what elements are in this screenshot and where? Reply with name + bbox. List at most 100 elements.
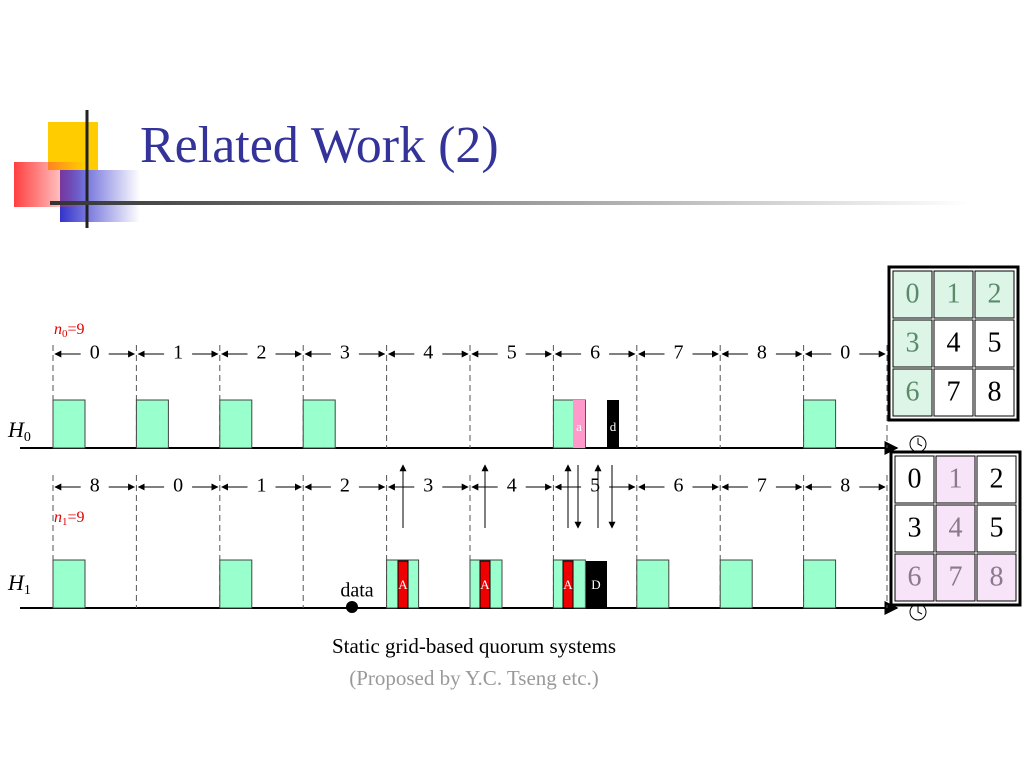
- grid-cell: [976, 504, 1017, 553]
- clock-hands: [917, 438, 923, 447]
- interval-label: 7: [757, 475, 767, 497]
- interval-label: 4: [423, 342, 433, 364]
- grid-cell-label: 4: [949, 512, 963, 543]
- interval-label: 8: [840, 475, 850, 497]
- cycle-label: n0=9: [54, 321, 85, 340]
- grid-cell-label: 2: [988, 278, 1002, 309]
- beacon-window: [52, 559, 86, 609]
- cycle-label: n1=9: [54, 509, 85, 528]
- grid-cell: [974, 270, 1015, 319]
- cycle-sub: 0: [62, 328, 68, 340]
- interval-label: 8: [90, 475, 100, 497]
- beacon-window: [302, 399, 336, 449]
- subcaption: (Proposed by Y.C. Tseng etc.): [349, 666, 599, 690]
- beacon-window: [219, 399, 253, 449]
- marker-d: d: [610, 419, 617, 434]
- clock-hands: [917, 606, 923, 615]
- interval-label: 5: [590, 475, 600, 497]
- beacon-window: [719, 559, 753, 609]
- interval-label: 3: [423, 475, 433, 497]
- marker-A: A: [563, 577, 573, 592]
- grid-cell: [892, 270, 933, 319]
- grid-cell: [974, 319, 1015, 368]
- grid-cell: [935, 455, 976, 504]
- grid-cell: [976, 455, 1017, 504]
- marker-A: A: [398, 577, 408, 592]
- grid-cell-label: 8: [990, 561, 1004, 592]
- grid-cell: [894, 455, 935, 504]
- marker-D: D: [591, 577, 600, 592]
- cycle-value: =9: [68, 321, 85, 338]
- grid-cell: [892, 319, 933, 368]
- grid-cell-label: 3: [906, 327, 920, 358]
- interval-label: 5: [507, 342, 517, 364]
- grid-cell-label: 1: [947, 278, 961, 309]
- host-label: H0: [7, 417, 31, 445]
- logo: [14, 110, 140, 228]
- grid-cell-label: 3: [908, 512, 922, 543]
- interval-label: 2: [257, 342, 267, 364]
- interval-label: 4: [507, 475, 517, 497]
- grid-cell: [892, 368, 933, 417]
- cycle-sub: 1: [62, 516, 68, 528]
- grid-cell: [933, 368, 974, 417]
- grid-cell-label: 0: [908, 463, 922, 494]
- grid-cell-label: 8: [988, 376, 1002, 407]
- atim-tx: [562, 560, 574, 609]
- interval-label: 0: [173, 475, 183, 497]
- grid-cell-label: 5: [990, 512, 1004, 543]
- beacon-window: [803, 559, 837, 609]
- host-label: H1: [7, 570, 31, 598]
- interval-label: 6: [590, 342, 600, 364]
- beacon-window: [52, 399, 86, 449]
- grid-cell-label: 1: [949, 463, 963, 494]
- data-arrival: [346, 601, 358, 613]
- grid-cell-label: 7: [947, 376, 961, 407]
- title-rule: [50, 201, 970, 205]
- grid-cell-label: 6: [908, 561, 922, 592]
- beacon-window: [636, 559, 670, 609]
- grid-cell: [894, 504, 935, 553]
- interval-label: 6: [674, 475, 684, 497]
- interval-label: 1: [257, 475, 267, 497]
- interval-label: 8: [757, 342, 767, 364]
- host-sub: 1: [24, 583, 31, 598]
- beacon-window: [219, 559, 253, 609]
- grid-cell-label: 7: [949, 561, 963, 592]
- host-name: H: [7, 417, 25, 442]
- interval-label: 2: [340, 475, 350, 497]
- caption: Static grid-based quorum systems: [332, 634, 616, 658]
- cycle-name: n: [54, 321, 62, 338]
- title: Related Work (2): [140, 117, 499, 174]
- interval-label: 0: [840, 342, 850, 364]
- data-label: data: [340, 580, 373, 602]
- cycle-value: =9: [68, 509, 85, 526]
- interval-label: 3: [340, 342, 350, 364]
- data-tx: [586, 561, 607, 608]
- atim-rx: [573, 400, 585, 448]
- marker-a: a: [576, 419, 582, 434]
- grid-cell-label: 6: [906, 376, 920, 407]
- grid-cell-label: 5: [988, 327, 1002, 358]
- interval-label: 7: [674, 342, 684, 364]
- interval-label: 1: [173, 342, 183, 364]
- beacon-window: [803, 399, 837, 449]
- grid-cell-label: 0: [906, 278, 920, 309]
- host-sub: 0: [24, 430, 31, 445]
- data-rx: [607, 400, 619, 448]
- grid-cell: [935, 504, 976, 553]
- grid-cell-label: 2: [990, 463, 1004, 494]
- grid-cell: [935, 553, 976, 602]
- grid-cell: [974, 368, 1015, 417]
- grid-cell: [933, 270, 974, 319]
- interval-label: 0: [90, 342, 100, 364]
- cycle-name: n: [54, 509, 62, 526]
- beacon-window: [135, 399, 169, 449]
- atim-tx: [397, 560, 409, 609]
- grid-cell-label: 4: [947, 327, 961, 358]
- host-name: H: [7, 570, 25, 595]
- grid-cell: [894, 553, 935, 602]
- grid-cell: [933, 319, 974, 368]
